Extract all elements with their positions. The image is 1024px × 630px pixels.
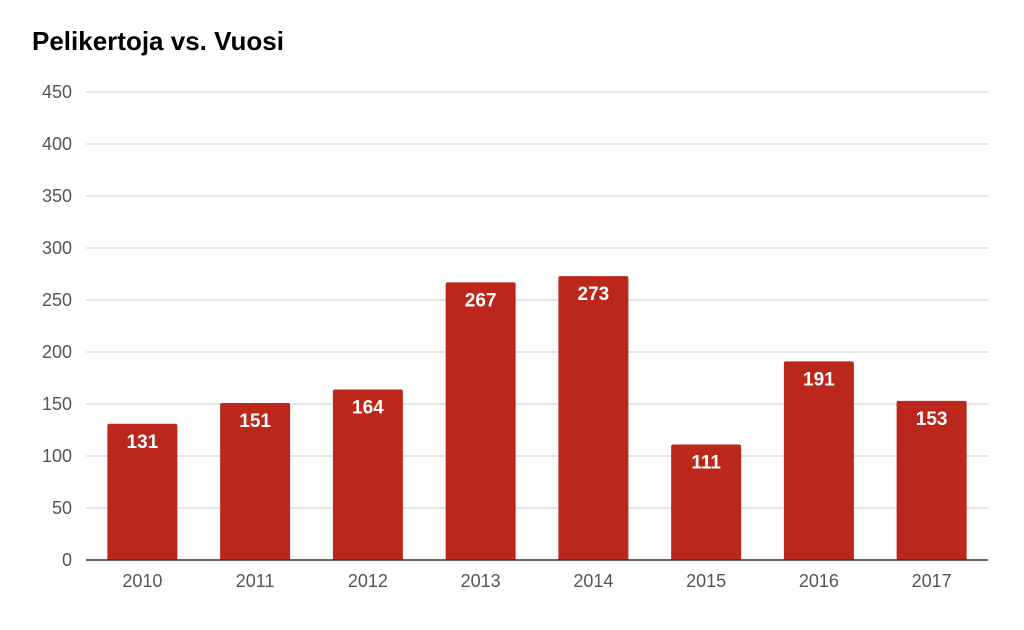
bar-value-label: 267 <box>465 290 497 311</box>
x-tick-label: 2012 <box>348 571 388 591</box>
x-axis-ticks: 2010 2011 2012 2013 2014 2015 2016 2017 <box>122 571 951 591</box>
bar-value-label: 273 <box>578 284 610 305</box>
x-tick-label: 2016 <box>799 571 839 591</box>
bar-2011 <box>220 402 291 560</box>
x-tick-label: 2014 <box>573 571 613 591</box>
y-tick-label: 250 <box>42 290 72 310</box>
bars: 131 151 164 267 273 111 191 153 <box>107 276 967 560</box>
chart-title: Pelikertoja vs. Vuosi <box>32 26 284 56</box>
y-tick-label: 400 <box>42 134 72 154</box>
bar-value-label: 153 <box>916 409 948 430</box>
x-tick-label: 2017 <box>912 571 952 591</box>
bar-2015 <box>671 444 742 560</box>
bar-value-label: 151 <box>239 411 271 432</box>
y-tick-label: 0 <box>62 550 72 570</box>
y-tick-label: 200 <box>42 342 72 362</box>
x-tick-label: 2015 <box>686 571 726 591</box>
y-tick-label: 350 <box>42 186 72 206</box>
y-tick-label: 100 <box>42 446 72 466</box>
y-tick-label: 50 <box>52 498 72 518</box>
y-tick-label: 450 <box>42 82 72 102</box>
x-tick-label: 2011 <box>236 571 275 591</box>
bar-value-label: 111 <box>691 453 721 474</box>
bar-value-label: 164 <box>352 397 384 418</box>
y-tick-label: 300 <box>42 238 72 258</box>
bar-2016 <box>783 361 854 560</box>
bar-2012 <box>332 389 403 560</box>
bar-2017 <box>896 400 967 560</box>
x-tick-label: 2013 <box>461 571 501 591</box>
bar-value-label: 191 <box>803 369 835 390</box>
bar-2010 <box>107 423 178 560</box>
y-tick-label: 150 <box>42 394 72 414</box>
bar-2014 <box>558 276 629 560</box>
y-axis-ticks: 0 50 100 150 200 250 300 350 400 450 <box>42 82 72 570</box>
bar-2013 <box>445 282 516 560</box>
bar-value-label: 131 <box>127 432 159 453</box>
x-tick-label: 2010 <box>122 571 162 591</box>
